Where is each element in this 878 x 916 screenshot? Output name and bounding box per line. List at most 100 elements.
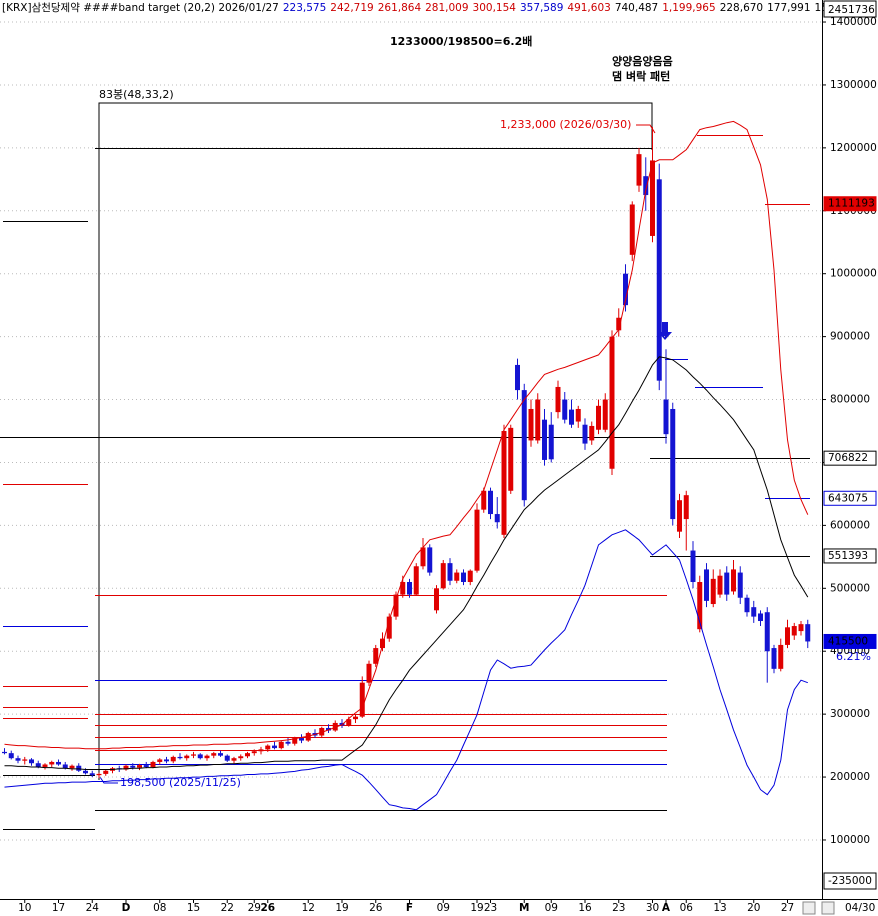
candle-body xyxy=(157,759,163,762)
candle-body xyxy=(278,741,284,749)
candle-body xyxy=(555,386,561,413)
candle-body xyxy=(663,399,669,435)
pattern-note: 양양음양음음 xyxy=(612,54,673,68)
candle-body xyxy=(15,758,21,761)
x-tick-label: 10 xyxy=(18,902,31,914)
candle-body xyxy=(62,764,68,769)
header-segment: 242,719 xyxy=(330,2,373,14)
x-tick-label: 06 xyxy=(680,902,694,914)
candle-body xyxy=(49,761,55,765)
candle-body xyxy=(83,770,88,774)
candle-body xyxy=(96,773,102,776)
x-tick-label: F xyxy=(406,902,413,914)
candle-body xyxy=(150,761,156,767)
candle-body xyxy=(359,682,365,717)
range-box xyxy=(98,102,653,780)
candle-body xyxy=(697,582,703,630)
candle-body xyxy=(521,390,527,501)
candle-body xyxy=(589,425,595,441)
grid-layer xyxy=(0,21,822,841)
x-tick-label: 09 xyxy=(437,902,450,914)
candle-body xyxy=(130,765,136,768)
candle-body xyxy=(137,765,142,768)
candle-body xyxy=(285,741,291,744)
candle-body xyxy=(434,588,439,611)
y-tick-label: 100000 xyxy=(830,834,870,846)
candle-body xyxy=(447,563,453,581)
y-tick-label: 1300000 xyxy=(830,79,877,91)
band-line xyxy=(4,356,809,770)
candle-body xyxy=(528,408,534,441)
candle-body xyxy=(197,754,203,759)
candle-body xyxy=(710,578,716,605)
candle-body xyxy=(29,759,34,764)
candle-body xyxy=(22,759,28,761)
header-segment: 1,199,965 xyxy=(662,2,715,14)
tool-icon[interactable] xyxy=(802,901,816,915)
candle-body xyxy=(744,597,750,613)
candle-body xyxy=(724,572,730,595)
x-tick-label: 26 xyxy=(260,902,275,914)
candle-body xyxy=(211,753,217,756)
candle-body xyxy=(508,427,514,491)
candle-body xyxy=(690,550,696,583)
x-tick-label: 19 xyxy=(470,902,483,914)
header-segment: [KRX]삼천당제약 ####band target (20,2) 2026/0… xyxy=(2,2,279,14)
candle-body xyxy=(191,754,196,756)
header-segment: 177,991 xyxy=(767,2,810,14)
candle-body xyxy=(677,500,682,532)
candle-body xyxy=(481,490,487,510)
candle-body xyxy=(636,154,642,186)
price-label: 643075 xyxy=(828,492,868,504)
candle-body xyxy=(751,607,757,617)
candle-body xyxy=(623,273,628,306)
price-label-box xyxy=(823,450,877,466)
band-line xyxy=(4,529,808,811)
x-tick-label: D xyxy=(122,902,131,914)
price-label: 706822 xyxy=(828,452,868,464)
candle-body xyxy=(488,490,493,515)
axis-bottom-box xyxy=(823,872,877,890)
x-tick-label: 19 xyxy=(335,902,348,914)
candle-body xyxy=(764,612,770,652)
candle-body xyxy=(737,572,743,598)
candle-body xyxy=(494,514,500,523)
candle-body xyxy=(238,756,244,759)
candle-body xyxy=(413,566,419,595)
y-tick-label: 900000 xyxy=(830,331,870,343)
candle-body xyxy=(224,755,230,761)
candle-body xyxy=(123,765,129,770)
change-percent: 6.21% xyxy=(836,650,871,663)
candle-body xyxy=(218,753,223,756)
x-tick-label: 26 xyxy=(369,902,383,914)
candle-body xyxy=(731,569,736,592)
candle-body xyxy=(346,719,352,726)
candle-body xyxy=(8,753,14,759)
candle-body xyxy=(535,399,541,441)
header-segment: 491,603 xyxy=(567,2,610,14)
pattern-note: 댐 벼락 패턴 xyxy=(612,69,670,83)
candle-body xyxy=(143,765,149,767)
candle-body xyxy=(609,336,615,469)
y-tick-label: 300000 xyxy=(830,708,870,720)
candle-body xyxy=(69,765,75,769)
candle-body xyxy=(170,756,176,762)
box-label: 83봉(48,33,2) xyxy=(99,88,174,101)
candle-body xyxy=(582,424,588,444)
x-tick-label: 27 xyxy=(781,902,794,914)
tool-icon[interactable] xyxy=(821,901,835,915)
candle-body xyxy=(562,399,568,420)
y-tick-label: 1000000 xyxy=(830,268,877,280)
x-tick-label: 17 xyxy=(52,902,65,914)
candle-body xyxy=(791,626,797,636)
candle-body xyxy=(366,663,372,683)
header-segment: 740,487 xyxy=(615,2,658,14)
candle-body xyxy=(798,624,804,632)
candle-body xyxy=(184,755,190,759)
candle-body xyxy=(704,569,709,601)
candle-body xyxy=(454,572,460,581)
candle-body xyxy=(805,624,811,642)
candle-body xyxy=(272,745,277,749)
header-segment: 261,864 xyxy=(378,2,422,14)
candle-body xyxy=(758,613,763,622)
